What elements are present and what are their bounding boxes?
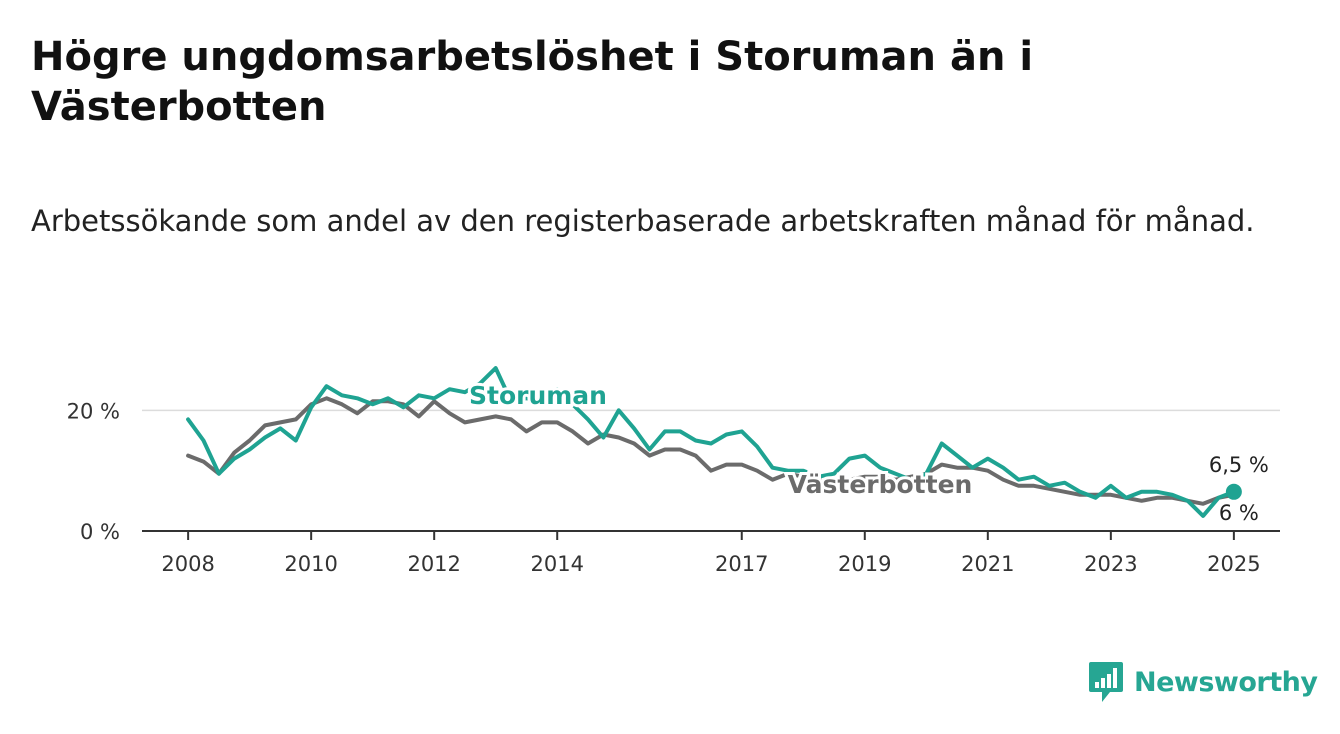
chart-labels: Storuman Västerbotten 6,5 % 6 %	[466, 378, 1271, 528]
brand-logo: Newsworthy	[1088, 660, 1318, 704]
y-tick-label: 0 %	[80, 520, 120, 544]
series-label-storuman: Storuman	[469, 381, 607, 410]
x-tick-label: 2021	[961, 552, 1014, 576]
line-chart: 0 % 20 % 2008 2010 2012 2014 2017 2019 2021 2023…	[67, 366, 1280, 576]
x-tick-label: 2023	[1084, 552, 1137, 576]
x-tick-label: 2012	[407, 552, 460, 576]
brand-name: Newsworthy	[1134, 666, 1318, 698]
x-tick-label: 2025	[1207, 552, 1260, 576]
end-value-label-storuman: 6,5 %	[1209, 453, 1269, 477]
y-axis: 0 % 20 %	[67, 399, 120, 544]
x-tick-label: 2019	[838, 552, 891, 576]
x-axis: 2008 2010 2012 2014 2017 2019 2021 2023 2025	[142, 530, 1280, 576]
end-value-label-vasterbotten: 6 %	[1219, 501, 1259, 525]
chart-title: Högre ungdomsarbetslöshet i Storuman än …	[31, 34, 1034, 130]
y-tick-label: 20 %	[67, 399, 120, 423]
x-tick-label: 2008	[161, 552, 214, 576]
x-tick-label: 2017	[715, 552, 768, 576]
series-label-västerbotten: Västerbotten	[788, 470, 973, 499]
newsworthy-logo-icon	[1089, 662, 1123, 702]
end-point-marker	[1225, 483, 1242, 500]
chart-series	[186, 366, 1242, 518]
series-line-västerbotten	[186, 396, 1236, 506]
series-line-storuman	[186, 366, 1236, 518]
chart-subtitle: Arbetssökande som andel av den registerb…	[31, 204, 1255, 238]
x-tick-label: 2010	[284, 552, 337, 576]
x-tick-label: 2014	[530, 552, 583, 576]
